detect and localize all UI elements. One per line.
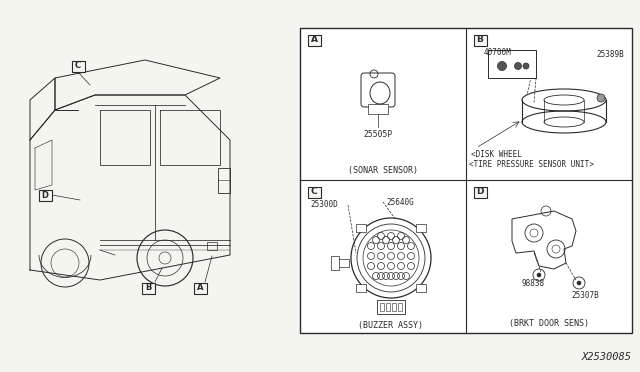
Bar: [416, 284, 426, 292]
Bar: [377, 300, 405, 314]
Bar: [72, 61, 84, 71]
Text: (BRKT DOOR SENS): (BRKT DOOR SENS): [509, 319, 589, 328]
Text: 98838: 98838: [521, 279, 544, 288]
Bar: [474, 35, 486, 45]
Circle shape: [537, 273, 541, 277]
Circle shape: [515, 62, 522, 70]
Bar: [193, 282, 207, 294]
Bar: [488, 50, 536, 78]
Bar: [207, 242, 217, 250]
Bar: [38, 189, 51, 201]
Text: 40700M: 40700M: [484, 48, 512, 57]
Bar: [380, 303, 384, 311]
Bar: [335, 259, 349, 267]
Circle shape: [577, 281, 581, 285]
Bar: [386, 303, 390, 311]
Text: <TIRE PRESSURE SENSOR UNIT>: <TIRE PRESSURE SENSOR UNIT>: [469, 160, 594, 169]
Circle shape: [523, 63, 529, 69]
Bar: [141, 282, 154, 294]
Text: D: D: [42, 190, 49, 199]
Bar: [218, 168, 230, 193]
FancyBboxPatch shape: [361, 73, 395, 107]
Text: 25307B: 25307B: [571, 291, 599, 300]
Text: X2530085: X2530085: [582, 352, 632, 362]
Bar: [356, 284, 366, 292]
Text: C: C: [75, 61, 81, 71]
Circle shape: [597, 94, 605, 102]
Text: (SONAR SENSOR): (SONAR SENSOR): [348, 166, 418, 175]
Bar: [368, 104, 388, 114]
Text: B: B: [145, 283, 151, 292]
Text: 25505P: 25505P: [364, 130, 392, 139]
Text: 25640G: 25640G: [386, 198, 413, 207]
Text: B: B: [477, 35, 483, 45]
Circle shape: [497, 61, 506, 71]
Text: 25389B: 25389B: [596, 50, 624, 59]
Bar: [392, 303, 396, 311]
Text: C: C: [310, 187, 317, 196]
Bar: [398, 303, 402, 311]
Bar: [300, 28, 632, 333]
Text: (BUZZER ASSY): (BUZZER ASSY): [358, 321, 424, 330]
Bar: [307, 35, 321, 45]
Bar: [416, 224, 426, 232]
Text: <DISK WHEEL: <DISK WHEEL: [471, 150, 522, 159]
Text: A: A: [196, 283, 204, 292]
Bar: [331, 256, 339, 270]
Bar: [474, 186, 486, 198]
Bar: [356, 224, 366, 232]
Text: D: D: [476, 187, 484, 196]
Text: A: A: [310, 35, 317, 45]
Bar: [307, 186, 321, 198]
Text: 25300D: 25300D: [310, 200, 338, 209]
